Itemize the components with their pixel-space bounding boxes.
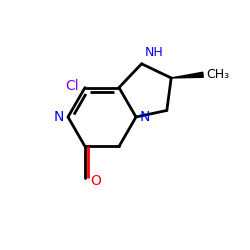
Text: CH₃: CH₃	[206, 68, 229, 81]
Text: Cl: Cl	[66, 78, 79, 92]
Text: NH: NH	[144, 46, 163, 59]
Text: O: O	[90, 174, 101, 188]
Polygon shape	[171, 72, 203, 78]
Text: N: N	[140, 110, 150, 124]
Text: N: N	[54, 110, 64, 124]
